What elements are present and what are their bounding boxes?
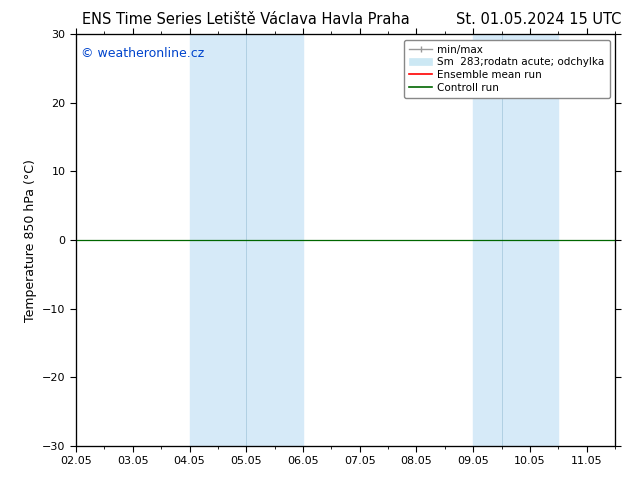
Text: St. 01.05.2024 15 UTC: St. 01.05.2024 15 UTC: [456, 12, 622, 27]
Text: © weatheronline.cz: © weatheronline.cz: [81, 47, 205, 60]
Bar: [473, 34, 559, 446]
Legend: min/max, Sm  283;rodatn acute; odchylka, Ensemble mean run, Controll run: min/max, Sm 283;rodatn acute; odchylka, …: [404, 40, 610, 98]
Bar: [190, 34, 303, 446]
Y-axis label: Temperature 850 hPa (°C): Temperature 850 hPa (°C): [23, 159, 37, 321]
Text: ENS Time Series Letiště Václava Havla Praha: ENS Time Series Letiště Václava Havla Pr…: [82, 12, 410, 27]
